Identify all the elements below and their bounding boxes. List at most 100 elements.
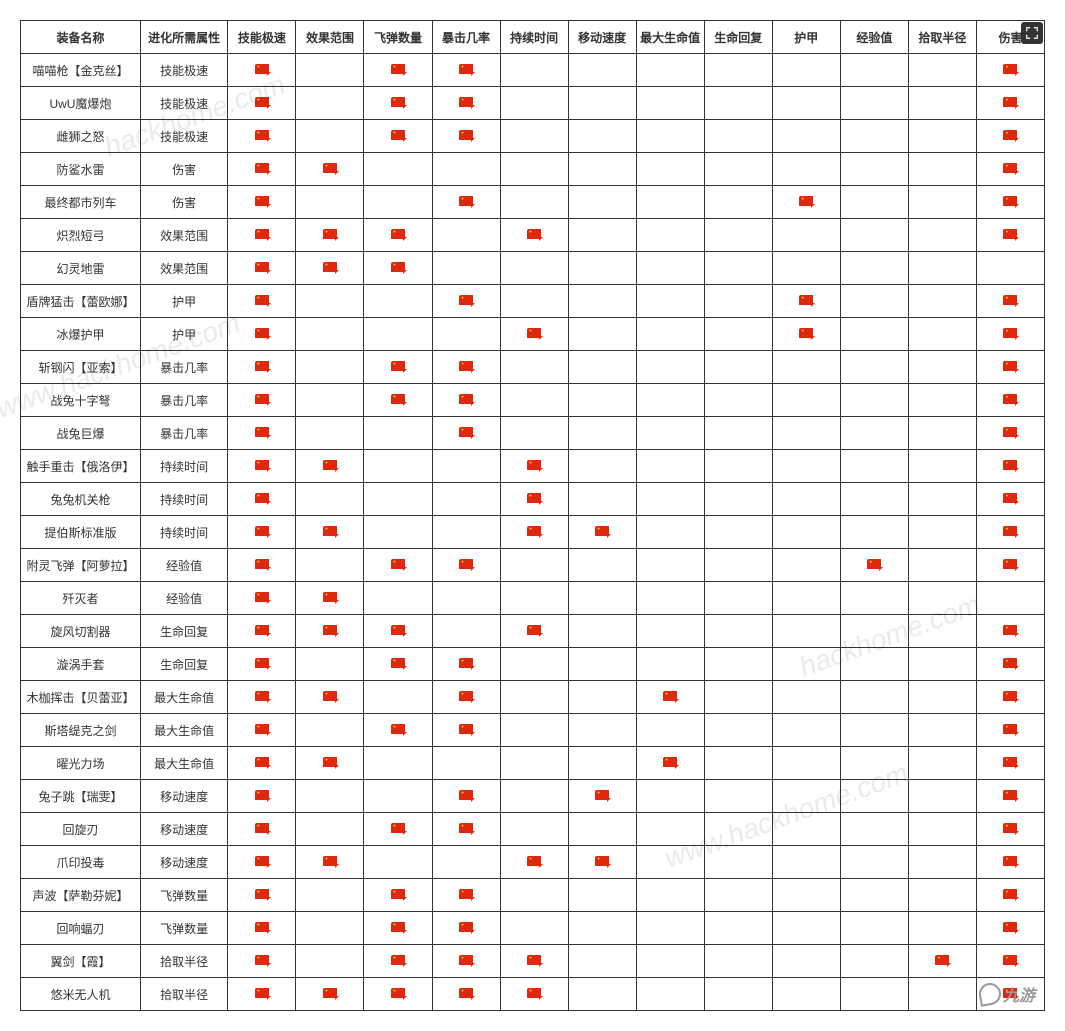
stat-cell <box>704 912 772 945</box>
stat-cell <box>772 615 840 648</box>
stat-cell <box>364 912 432 945</box>
flag-icon <box>255 229 269 239</box>
stat-cell <box>228 813 296 846</box>
stat-cell <box>568 912 636 945</box>
stat-cell <box>364 747 432 780</box>
expand-icon[interactable] <box>1021 22 1043 44</box>
stat-cell <box>568 846 636 879</box>
stat-cell <box>704 879 772 912</box>
flag-icon <box>663 691 677 701</box>
stat-cell <box>568 813 636 846</box>
equipment-name: 战兔巨爆 <box>21 417 141 450</box>
flag-icon <box>663 757 677 767</box>
stat-cell <box>500 549 568 582</box>
stat-cell <box>636 54 704 87</box>
stat-cell <box>908 846 976 879</box>
stat-cell <box>840 87 908 120</box>
stat-cell <box>568 450 636 483</box>
stat-cell <box>500 384 568 417</box>
flag-icon <box>255 97 269 107</box>
table-row: 曜光力场最大生命值 <box>21 747 1045 780</box>
flag-icon <box>255 658 269 668</box>
column-header: 经验值 <box>840 21 908 54</box>
stat-cell <box>500 285 568 318</box>
stat-cell <box>364 450 432 483</box>
stat-cell <box>364 648 432 681</box>
stat-cell <box>704 648 772 681</box>
stat-cell <box>908 681 976 714</box>
stat-cell <box>976 318 1044 351</box>
stat-cell <box>296 615 364 648</box>
stat-cell <box>840 450 908 483</box>
stat-cell <box>704 384 772 417</box>
flag-icon <box>255 163 269 173</box>
stat-cell <box>432 450 500 483</box>
stat-cell <box>296 87 364 120</box>
stat-cell <box>772 912 840 945</box>
stat-cell <box>364 681 432 714</box>
stat-cell <box>636 153 704 186</box>
equipment-name: 喵喵枪【金克丝】 <box>21 54 141 87</box>
flag-icon <box>391 889 405 899</box>
stat-cell <box>976 879 1044 912</box>
stat-cell <box>772 846 840 879</box>
equipment-name: 声波【萨勒芬妮】 <box>21 879 141 912</box>
stat-cell <box>364 219 432 252</box>
stat-cell <box>500 252 568 285</box>
equipment-name: 爪印投毒 <box>21 846 141 879</box>
stat-cell <box>432 879 500 912</box>
stat-cell <box>636 714 704 747</box>
stat-cell <box>772 384 840 417</box>
stat-cell <box>364 120 432 153</box>
evolution-attribute: 经验值 <box>140 582 227 615</box>
stat-cell <box>500 879 568 912</box>
stat-cell <box>296 318 364 351</box>
column-header: 进化所需属性 <box>140 21 227 54</box>
stat-cell <box>296 780 364 813</box>
stat-cell <box>364 252 432 285</box>
equipment-name: 旋风切割器 <box>21 615 141 648</box>
stat-cell <box>704 219 772 252</box>
equipment-name: 斩钢闪【亚索】 <box>21 351 141 384</box>
stat-cell <box>704 945 772 978</box>
equipment-table: 装备名称进化所需属性技能极速效果范围飞弹数量暴击几率持续时间移动速度最大生命值生… <box>20 20 1045 1011</box>
flag-icon <box>391 97 405 107</box>
stat-cell <box>568 549 636 582</box>
stat-cell <box>636 681 704 714</box>
equipment-name: 触手重击【俄洛伊】 <box>21 450 141 483</box>
flag-icon <box>459 823 473 833</box>
stat-cell <box>364 714 432 747</box>
stat-cell <box>228 516 296 549</box>
stat-cell <box>976 615 1044 648</box>
stat-cell <box>636 978 704 1011</box>
table-row: 盾牌猛击【蕾欧娜】护甲 <box>21 285 1045 318</box>
flag-icon <box>1003 97 1017 107</box>
stat-cell <box>976 945 1044 978</box>
flag-icon <box>595 790 609 800</box>
column-header: 持续时间 <box>500 21 568 54</box>
evolution-attribute: 暴击几率 <box>140 351 227 384</box>
flag-icon <box>323 262 337 272</box>
column-header: 暴击几率 <box>432 21 500 54</box>
stat-cell <box>636 351 704 384</box>
stat-cell <box>704 54 772 87</box>
stat-cell <box>500 219 568 252</box>
stat-cell <box>704 351 772 384</box>
stat-cell <box>704 87 772 120</box>
stat-cell <box>704 318 772 351</box>
flag-icon <box>459 658 473 668</box>
stat-cell <box>908 186 976 219</box>
stat-cell <box>432 186 500 219</box>
stat-cell <box>840 978 908 1011</box>
stat-cell <box>636 384 704 417</box>
evolution-attribute: 生命回复 <box>140 615 227 648</box>
stat-cell <box>704 450 772 483</box>
stat-cell <box>636 450 704 483</box>
stat-cell <box>432 912 500 945</box>
table-row: 木枷挥击【贝蕾亚】最大生命值 <box>21 681 1045 714</box>
stat-cell <box>432 615 500 648</box>
stat-cell <box>228 978 296 1011</box>
table-row: 兔兔机关枪持续时间 <box>21 483 1045 516</box>
stat-cell <box>500 450 568 483</box>
table-row: 斩钢闪【亚索】暴击几率 <box>21 351 1045 384</box>
